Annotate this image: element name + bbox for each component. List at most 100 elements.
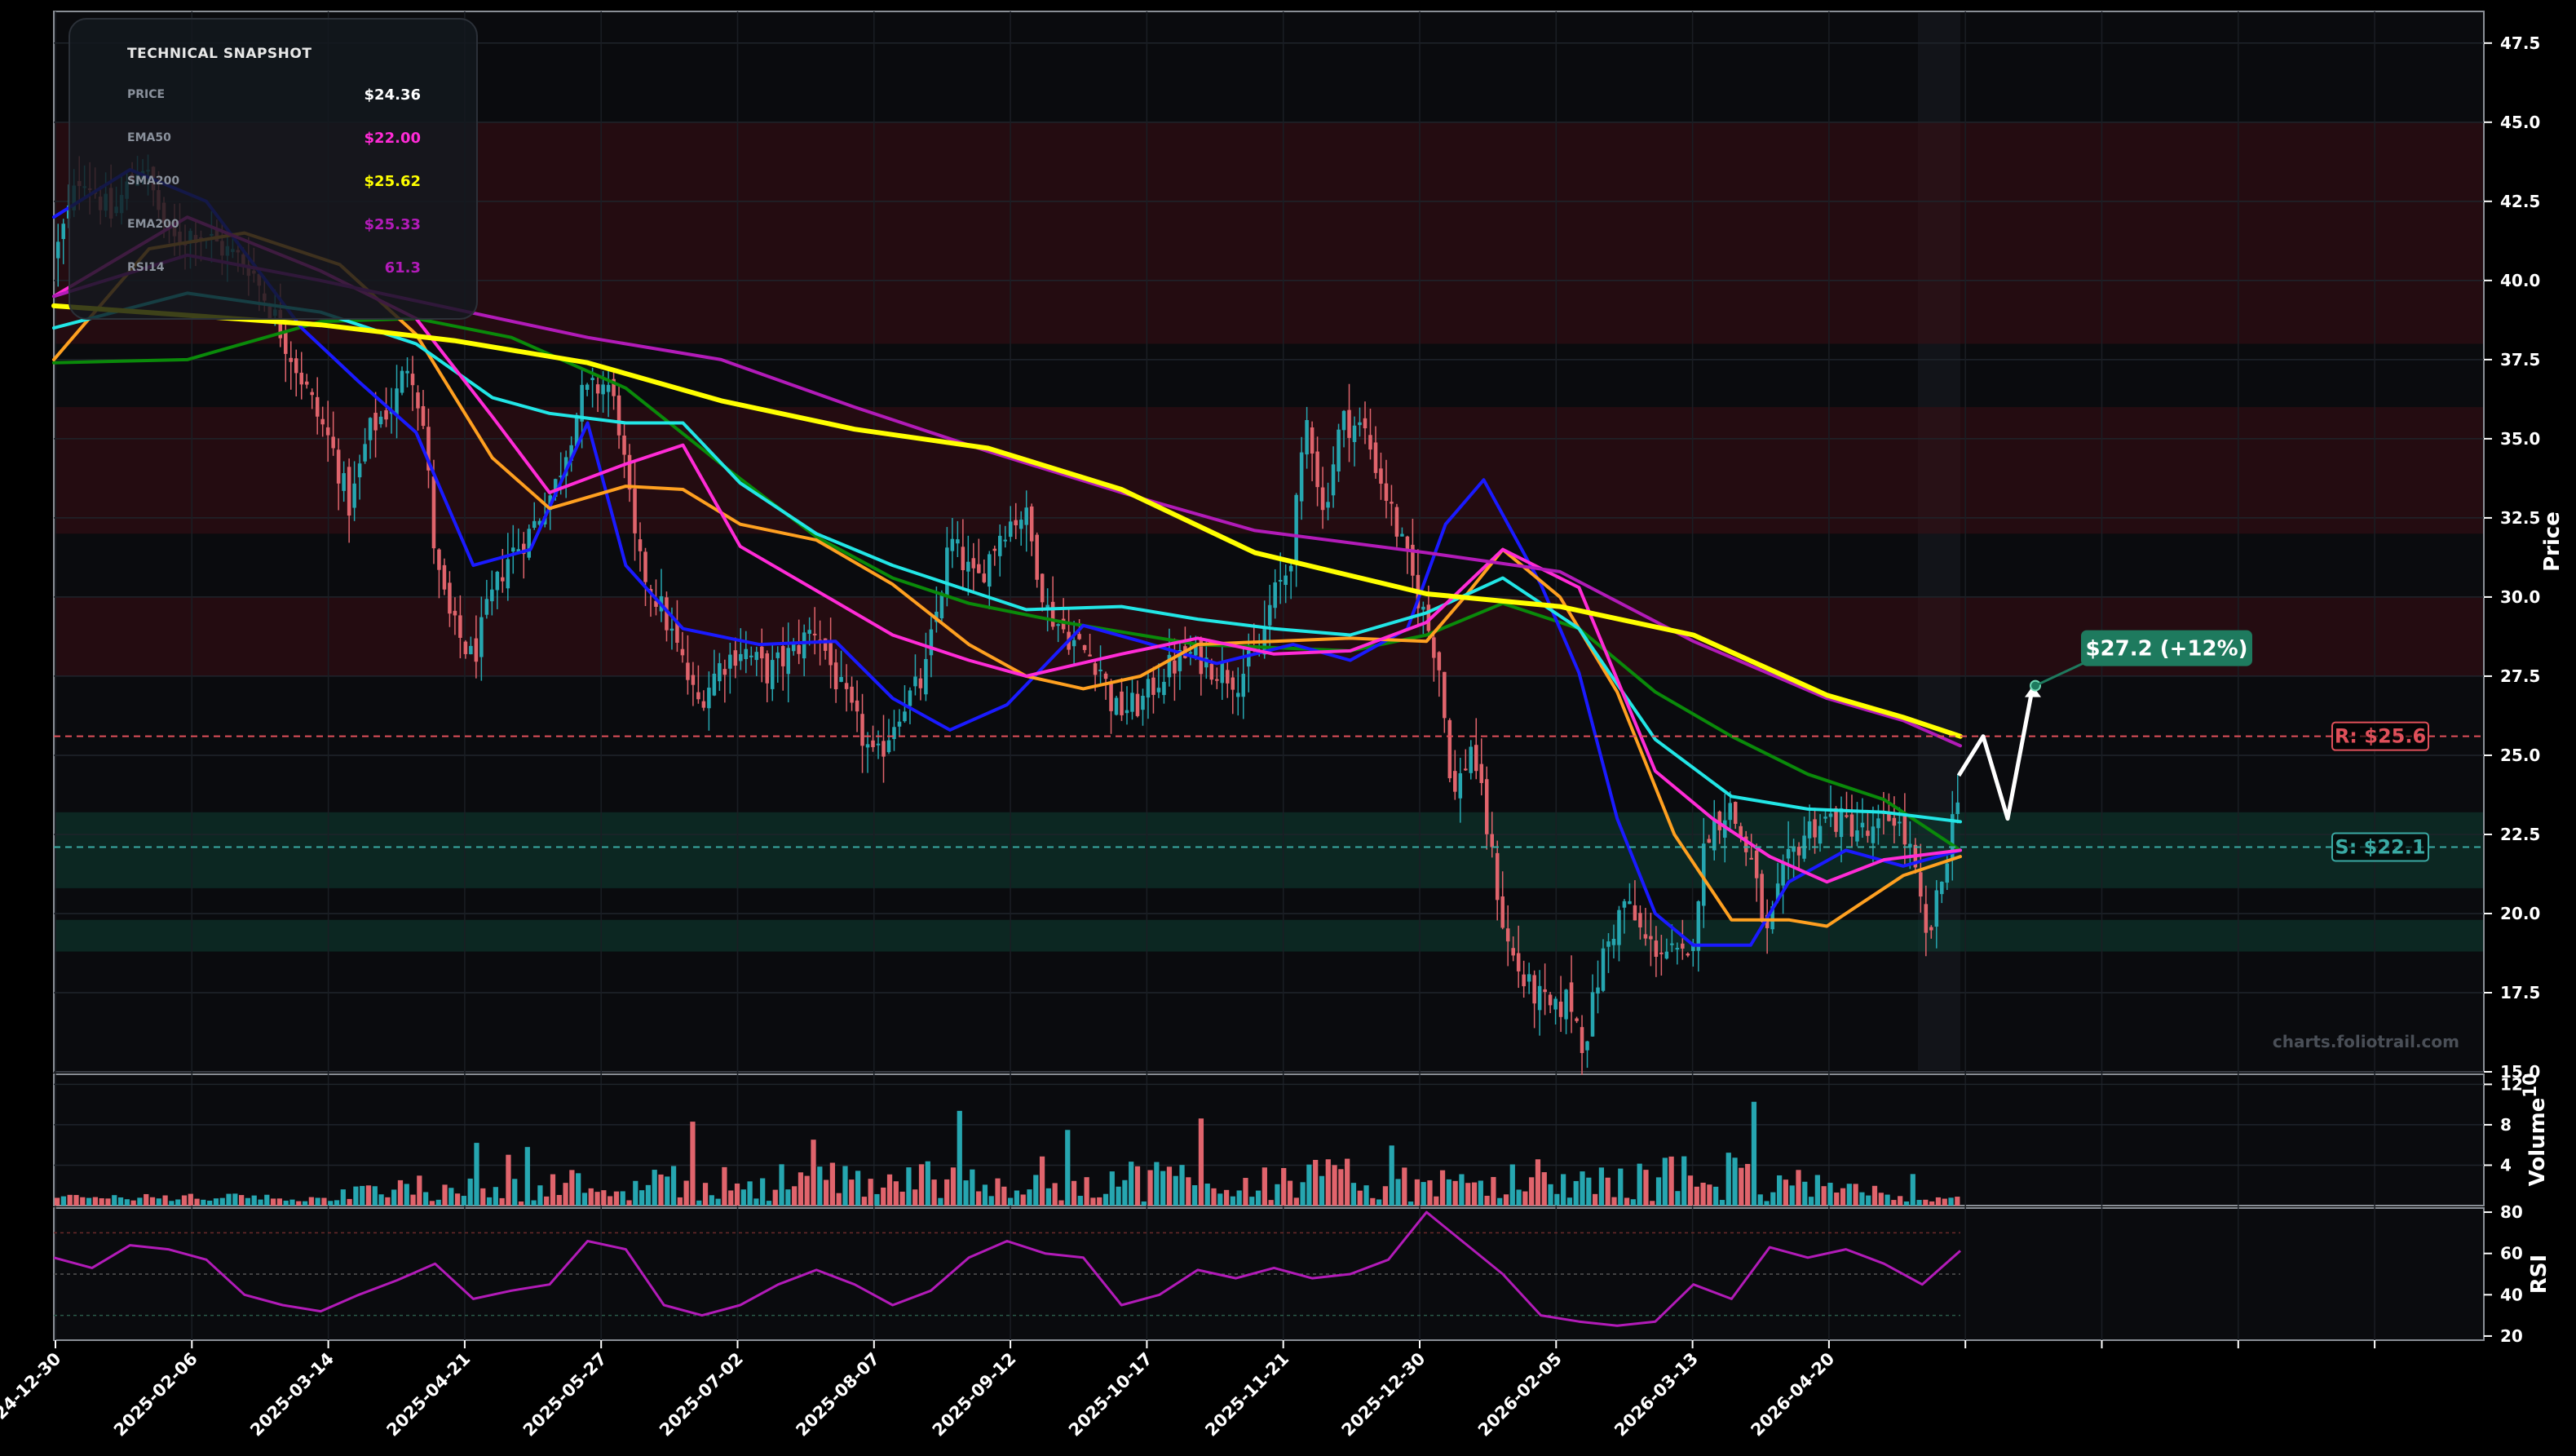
candle-body bbox=[924, 658, 928, 695]
projection-path bbox=[1956, 685, 2035, 821]
volume-bar bbox=[1821, 1186, 1827, 1206]
volume-bar bbox=[1725, 1153, 1731, 1206]
candle-body bbox=[347, 467, 351, 516]
snapshot-row-ema50: EMA50 $22.00 bbox=[127, 130, 421, 151]
candle-body bbox=[1495, 852, 1500, 901]
volume-bar bbox=[1535, 1159, 1541, 1206]
volume-bar bbox=[1745, 1163, 1751, 1206]
candle-body bbox=[839, 676, 843, 682]
snapshot-value: $24.36 bbox=[364, 86, 421, 104]
target-label-box bbox=[2081, 630, 2252, 666]
volume-bar bbox=[1834, 1193, 1840, 1206]
volume-bar bbox=[1630, 1199, 1636, 1206]
volume-bar bbox=[55, 1197, 60, 1206]
volume-bar bbox=[1389, 1145, 1394, 1206]
candle-body bbox=[352, 483, 356, 508]
candle-body bbox=[373, 413, 378, 431]
candle-body bbox=[527, 529, 532, 558]
volume-bar bbox=[1236, 1190, 1242, 1206]
volume-bar bbox=[1662, 1157, 1668, 1206]
candle-body bbox=[363, 444, 367, 462]
candle-body bbox=[1141, 696, 1145, 710]
candle-body bbox=[1839, 808, 1844, 838]
candle-body bbox=[1876, 818, 1880, 829]
volume-bar bbox=[722, 1166, 727, 1206]
volume-bar bbox=[963, 1180, 969, 1206]
candle-body bbox=[1035, 534, 1039, 580]
candle-body bbox=[1628, 901, 1632, 905]
volume-bar bbox=[1090, 1197, 1096, 1206]
volume-bar bbox=[957, 1110, 962, 1206]
volume-bar bbox=[232, 1193, 238, 1206]
candle-body bbox=[1743, 836, 1748, 852]
volume-bar bbox=[563, 1183, 568, 1206]
candle-body bbox=[844, 683, 849, 689]
candle-body bbox=[1633, 905, 1637, 921]
candle-body bbox=[1443, 671, 1447, 719]
candle-body bbox=[1077, 634, 1081, 639]
snapshot-value: $22.00 bbox=[364, 130, 421, 147]
volume-bar bbox=[1376, 1199, 1382, 1206]
candle-body bbox=[580, 384, 584, 422]
candle-body bbox=[1707, 839, 1712, 843]
volume-bar bbox=[1008, 1197, 1014, 1206]
candle-body bbox=[1421, 606, 1425, 610]
volume-bar bbox=[86, 1197, 92, 1206]
price-tick-label: 22.5 bbox=[2500, 825, 2540, 844]
candle-body bbox=[1760, 874, 1764, 922]
volume-bar bbox=[1739, 1167, 1744, 1206]
candle-body bbox=[1484, 779, 1489, 834]
candle-body bbox=[1823, 817, 1827, 819]
volume-bar bbox=[1840, 1188, 1846, 1206]
snapshot-row-ema200: EMA200 $25.33 bbox=[127, 216, 421, 237]
volume-bar bbox=[1916, 1200, 1922, 1206]
candle-body bbox=[643, 551, 647, 582]
volume-bar bbox=[289, 1199, 295, 1206]
volume-bar bbox=[1116, 1186, 1121, 1206]
candle-body bbox=[1908, 843, 1912, 848]
price-tick-label: 20.0 bbox=[2500, 904, 2540, 923]
chart-grid bbox=[54, 11, 2484, 1340]
candle-body bbox=[1749, 857, 1753, 860]
candle-body bbox=[1188, 652, 1193, 654]
volume-bar bbox=[1573, 1180, 1579, 1206]
candle-body bbox=[903, 711, 907, 722]
candle-body bbox=[1575, 1018, 1579, 1021]
candle-body bbox=[342, 473, 346, 491]
candle-body bbox=[1728, 803, 1733, 821]
candle-body bbox=[1082, 644, 1087, 650]
volume-bar bbox=[1147, 1170, 1153, 1206]
volume-bar bbox=[944, 1179, 950, 1206]
volume-bar bbox=[1179, 1165, 1185, 1206]
volume-bar bbox=[576, 1173, 581, 1206]
volume-bar bbox=[162, 1195, 168, 1206]
candle-body bbox=[1426, 604, 1431, 631]
volume-bar bbox=[486, 1197, 493, 1206]
candle-body bbox=[860, 714, 864, 746]
volume-bar bbox=[893, 1181, 899, 1206]
volume-bar bbox=[1255, 1190, 1261, 1206]
candle-body bbox=[728, 654, 732, 669]
resistance-label-box bbox=[2331, 721, 2429, 751]
snapshot-title: TECHNICAL SNAPSHOT bbox=[127, 46, 312, 62]
volume-bar bbox=[1770, 1192, 1776, 1206]
volume-bar bbox=[276, 1198, 283, 1206]
volume-bar bbox=[1707, 1184, 1712, 1206]
snapshot-label: PRICE bbox=[127, 88, 166, 101]
volume-bar bbox=[80, 1197, 86, 1206]
volume-bar bbox=[207, 1200, 213, 1206]
volume-bar bbox=[60, 1196, 67, 1206]
volume-bar bbox=[1618, 1168, 1624, 1206]
volume-bar bbox=[537, 1185, 543, 1206]
price-tick-label: 30.0 bbox=[2500, 587, 2540, 607]
candle-body bbox=[1643, 934, 1648, 939]
volume-bar bbox=[181, 1195, 188, 1206]
candle-body bbox=[453, 610, 457, 616]
volume-bar bbox=[404, 1184, 409, 1206]
volume-bar bbox=[1866, 1195, 1871, 1206]
candle-body bbox=[686, 662, 690, 680]
volume-bar bbox=[1484, 1195, 1490, 1206]
candle-body bbox=[1722, 820, 1727, 838]
candle-body bbox=[712, 673, 717, 696]
volume-bar bbox=[1497, 1197, 1503, 1206]
